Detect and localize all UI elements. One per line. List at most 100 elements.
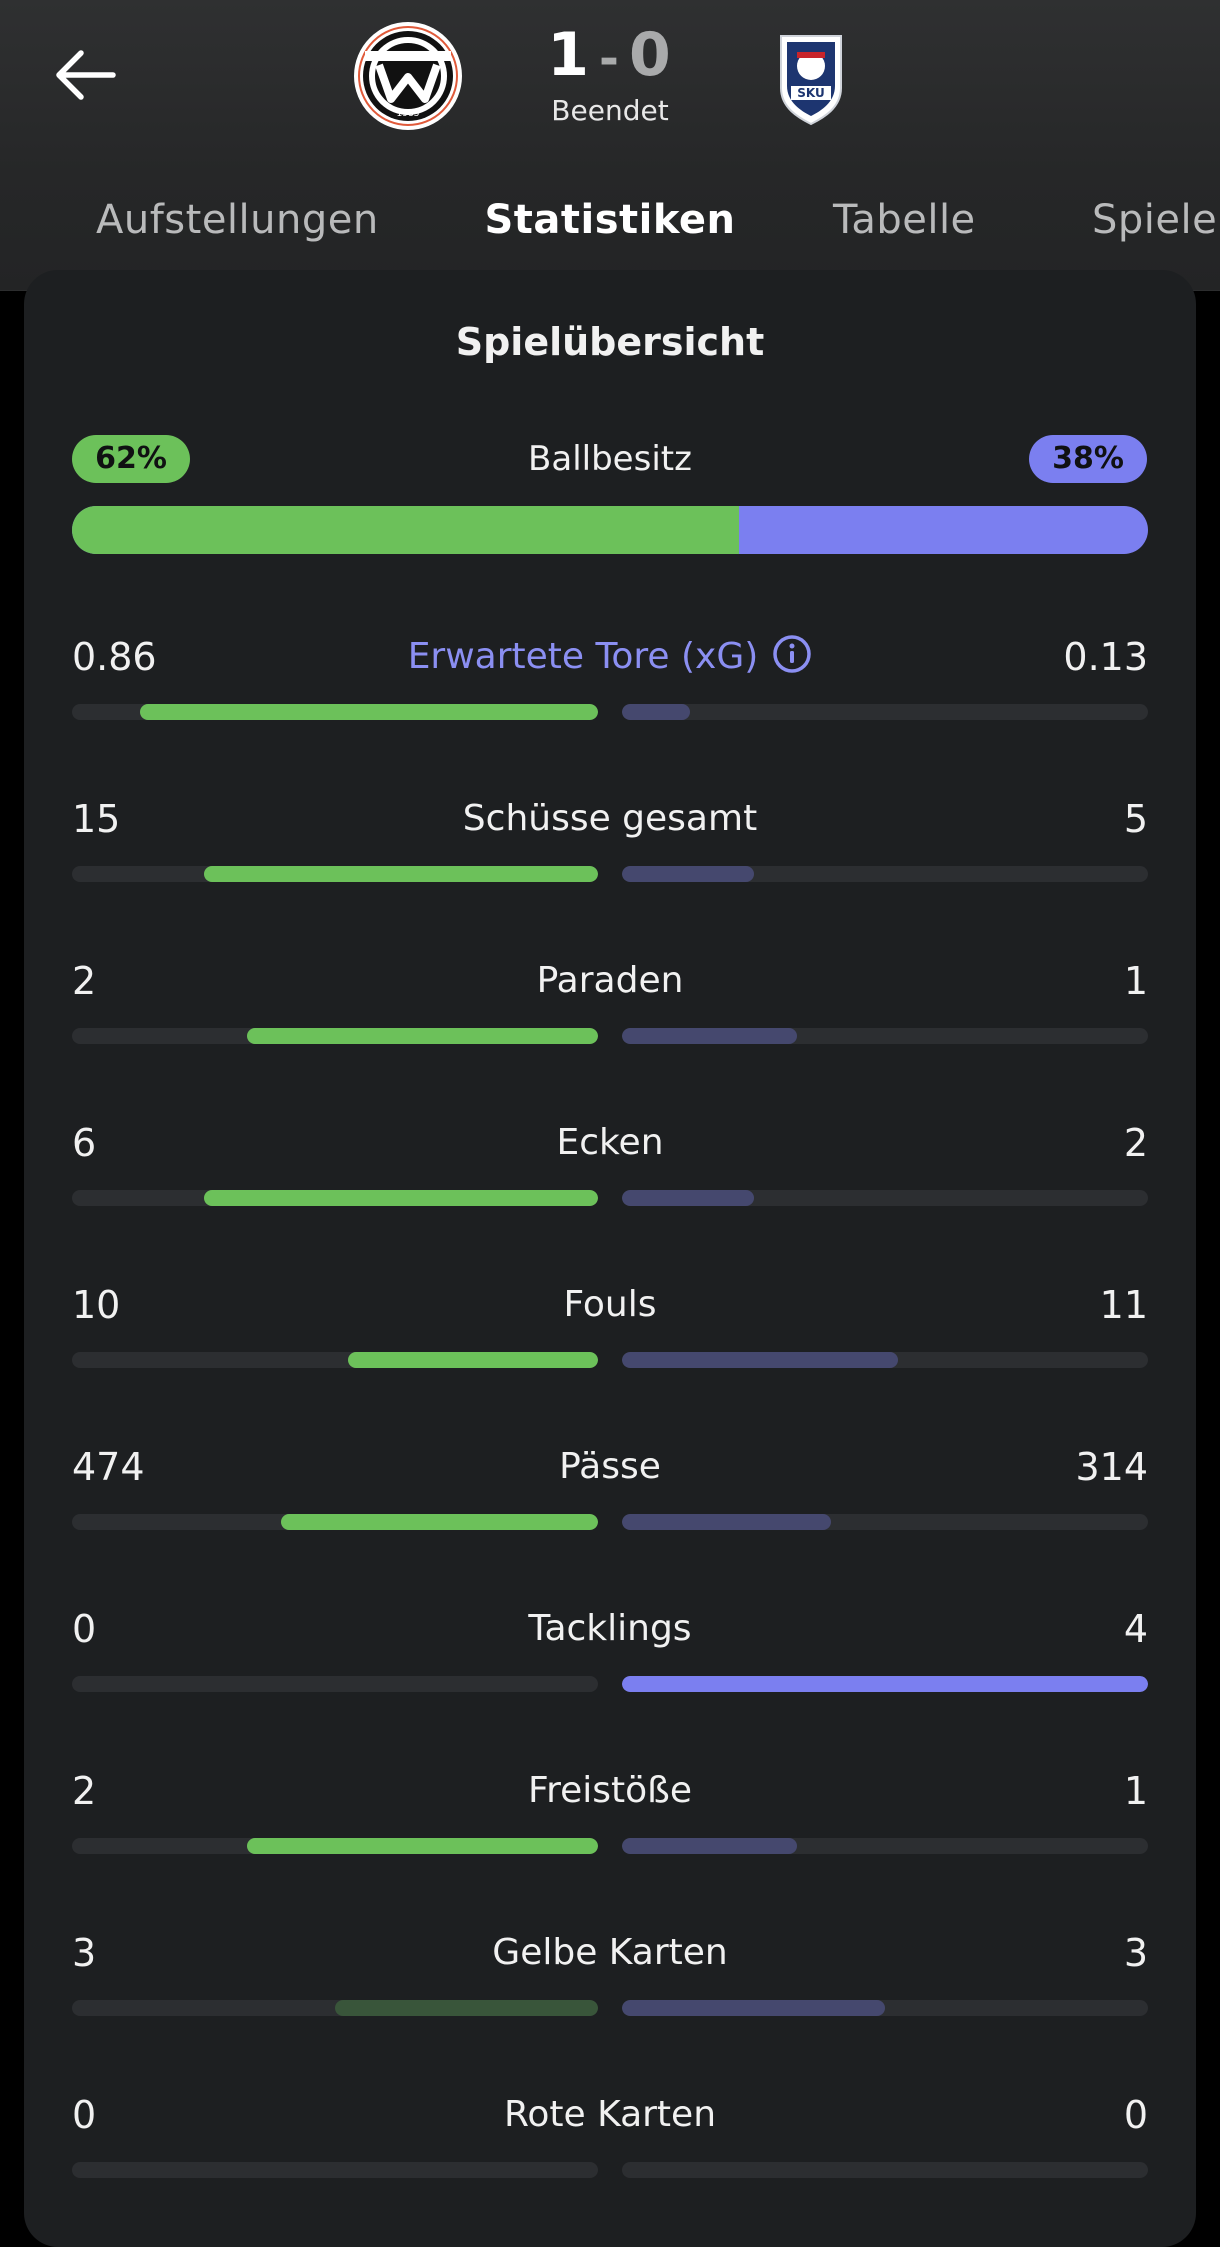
stat-label: Tacklings [72,1604,1148,1654]
tab-spiele[interactable]: Spiele [1092,197,1218,243]
home-possession-badge: 62% [72,435,190,483]
stat-label: Schüsse gesamt [72,794,1148,844]
home-stat-bar-fill [140,704,598,720]
stat-label[interactable]: Erwartete Tore (xG) [72,632,1148,682]
home-value: 10 [72,1283,121,1327]
possession-bar [72,506,1148,554]
away-stat-bar [622,866,1148,882]
away-value: 1 [1123,959,1148,1003]
tab-statistiken[interactable]: Statistiken [484,197,736,243]
stat-label: Ecken [72,1118,1148,1168]
away-stat-bar-fill [622,1838,798,1854]
stat-row-tacklings: 0 Tacklings 4 [72,1604,1148,1714]
away-value: 314 [1075,1445,1148,1489]
stat-label-text: Gelbe Karten [492,1932,728,1973]
home-stat-bar-fill [247,1838,598,1854]
home-value: 0 [72,1607,97,1651]
home-stat-bar [72,1028,598,1044]
stat-row-fouls: 10 Fouls 11 [72,1280,1148,1390]
home-stat-bar [72,2000,598,2016]
away-stat-bar-fill [622,866,754,882]
home-value: 2 [72,1769,97,1813]
home-value: 15 [72,797,121,841]
away-stat-bar [622,1676,1148,1692]
tab-bar: Aufstellungen Statistiken Tabelle Spiele [0,180,1220,290]
home-value: 2 [72,959,97,1003]
stat-row-rote-karten: 0 Rote Karten 0 [72,2090,1148,2200]
away-score: 0 [628,20,673,90]
possession-bar-home-fill [72,506,740,554]
away-stat-bar [622,1028,1148,1044]
home-value: 3 [72,1931,97,1975]
away-stat-bar-fill [622,1352,898,1368]
stat-label-text: Rote Karten [503,2094,717,2135]
stat-label: Freistöße [72,1766,1148,1816]
score-separator: - [599,31,621,87]
stat-row-erwartete-tore-xg: 0.86 Erwartete Tore (xG) 0.13 [72,632,1148,742]
home-stat-bar [72,1352,598,1368]
away-value: 11 [1099,1283,1148,1327]
away-stat-bar [622,704,1148,720]
home-stat-bar-fill [203,1190,598,1206]
stat-label-text: Erwartete Tore (xG) [407,636,759,677]
away-stat-bar-fill [622,1190,754,1206]
stat-label-text: Fouls [563,1284,657,1325]
home-team-crest[interactable]: 1985 [353,21,463,131]
home-stat-bar [72,1676,598,1692]
away-team-crest[interactable]: SKU [775,30,847,126]
stat-label-text: Ecken [556,1122,664,1163]
home-stat-bar [72,704,598,720]
away-value: 2 [1123,1121,1148,1165]
away-possession-badge: 38% [1029,435,1147,483]
stat-label: Gelbe Karten [72,1928,1148,1978]
home-value: 6 [72,1121,97,1165]
stat-row-gelbe-karten: 3 Gelbe Karten 3 [72,1928,1148,2038]
away-value: 0.13 [1063,635,1148,679]
away-value: 0 [1123,2093,1148,2137]
away-stat-bar [622,1514,1148,1530]
card-title: Spielübersicht [455,320,765,364]
stat-row-freistoesse: 2 Freistöße 1 [72,1766,1148,1876]
tab-aufstellungen[interactable]: Aufstellungen [96,197,379,243]
info-icon[interactable] [772,634,812,674]
arrow-left-icon [56,50,116,100]
home-stat-bar [72,1514,598,1530]
home-value: 0.86 [72,635,157,679]
possession-label: Ballbesitz [528,439,692,479]
stat-label: Rote Karten [72,2090,1148,2140]
stat-label-text: Freistöße [528,1770,692,1811]
home-stat-bar [72,866,598,882]
away-stat-bar [622,1190,1148,1206]
home-stat-bar [72,2162,598,2178]
away-value: 1 [1123,1769,1148,1813]
home-value: 0 [72,2093,97,2137]
stat-label: Paraden [72,956,1148,1006]
away-stat-bar [622,2162,1148,2178]
away-value: 4 [1123,1607,1148,1651]
stat-label: Fouls [72,1280,1148,1330]
svg-text:1985: 1985 [397,109,420,119]
away-value: 5 [1123,797,1148,841]
scoreline: 1-0 [520,18,700,96]
stat-label-text: Pässe [559,1446,661,1487]
stat-row-paesse: 474 Pässe 314 [72,1442,1148,1552]
home-stat-bar [72,1190,598,1206]
away-stat-bar-fill [622,1676,1148,1692]
back-button[interactable] [50,40,120,110]
home-stat-bar-fill [281,1514,598,1530]
away-stat-bar [622,1838,1148,1854]
away-stat-bar [622,2000,1148,2016]
home-stat-bar-fill [347,1352,598,1368]
home-score: 1 [547,20,592,90]
away-stat-bar-fill [622,1028,798,1044]
away-value: 3 [1123,1931,1148,1975]
stat-row-ecken: 6 Ecken 2 [72,1118,1148,1228]
stat-label: Pässe [72,1442,1148,1492]
home-stat-bar [72,1838,598,1854]
away-stat-bar-fill [622,2000,885,2016]
tab-tabelle[interactable]: Tabelle [833,197,976,243]
stat-row-paraden: 2 Paraden 1 [72,956,1148,1066]
away-stat-bar [622,1352,1148,1368]
svg-text:SKU: SKU [797,86,824,100]
stat-label-text: Schüsse gesamt [462,798,758,839]
